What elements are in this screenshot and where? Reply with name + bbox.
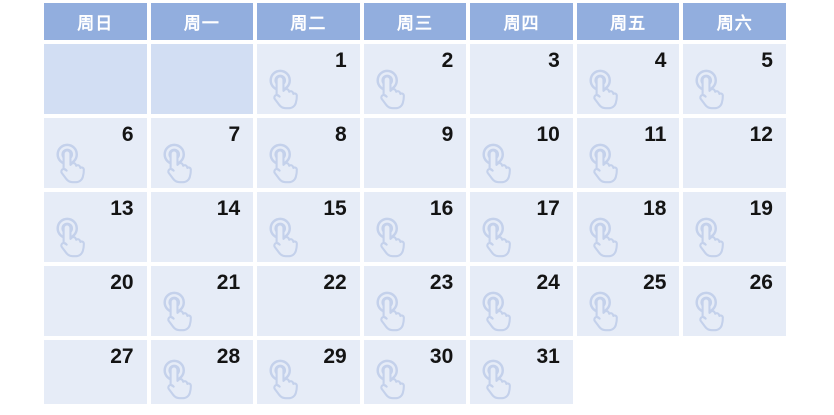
- tap-hand-icon: [51, 216, 93, 262]
- day-number: 6: [121, 123, 134, 146]
- day-number: 30: [429, 345, 454, 368]
- day-cell-6[interactable]: 6: [44, 118, 147, 188]
- tap-hand-icon: [371, 358, 413, 404]
- weekday-header-mon: 周一: [150, 3, 254, 40]
- tap-hand-icon: [584, 68, 626, 114]
- day-cell-25[interactable]: 25: [576, 266, 680, 336]
- tap-hand-icon: [264, 358, 306, 404]
- weekday-header-sat: 周六: [683, 3, 786, 40]
- day-number: 2: [441, 49, 454, 72]
- absent-cell: [683, 340, 786, 404]
- day-number: 20: [110, 271, 134, 294]
- day-cell-28[interactable]: 28: [150, 340, 254, 404]
- tap-hand-icon: [371, 68, 413, 114]
- tap-hand-icon: [477, 216, 519, 262]
- day-cell-13[interactable]: 13: [44, 192, 147, 262]
- day-cell-21[interactable]: 21: [150, 266, 254, 336]
- day-cell-30[interactable]: 30: [363, 340, 467, 404]
- tap-hand-icon: [371, 216, 413, 262]
- day-cell-5[interactable]: 5: [683, 44, 786, 114]
- absent-cell: [577, 340, 680, 404]
- tap-hand-icon: [51, 142, 93, 188]
- day-cell-24[interactable]: 24: [470, 266, 573, 336]
- weekday-header-thu: 周四: [470, 3, 573, 40]
- day-number: 23: [429, 271, 454, 294]
- day-cell-17[interactable]: 17: [470, 192, 573, 262]
- tap-hand-icon: [690, 216, 732, 262]
- day-cell-9[interactable]: 9: [363, 118, 467, 188]
- tap-hand-icon: [264, 68, 306, 114]
- day-number: 29: [323, 345, 347, 368]
- day-cell-10[interactable]: 10: [470, 118, 573, 188]
- day-cell-12[interactable]: 12: [683, 118, 786, 188]
- day-cell-2[interactable]: 2: [363, 44, 467, 114]
- day-cell-26[interactable]: 26: [683, 266, 786, 336]
- tap-hand-icon: [264, 142, 306, 188]
- day-number: 25: [643, 271, 667, 294]
- day-number: 11: [644, 123, 667, 146]
- day-cell-23[interactable]: 23: [363, 266, 467, 336]
- tap-hand-icon: [477, 358, 519, 404]
- day-cell-20[interactable]: 20: [44, 266, 147, 336]
- tap-hand-icon: [690, 290, 732, 336]
- day-number: 10: [536, 123, 560, 146]
- day-number: 28: [216, 345, 241, 368]
- day-cell-3[interactable]: 3: [470, 44, 573, 114]
- weekday-header-sun: 周日: [44, 3, 147, 40]
- day-number: 5: [761, 49, 773, 72]
- tap-hand-icon: [264, 216, 306, 262]
- day-number: 18: [643, 197, 667, 220]
- empty-cell: [44, 44, 147, 114]
- tap-hand-icon: [371, 290, 413, 336]
- day-number: 22: [323, 271, 347, 294]
- tap-hand-icon: [584, 216, 626, 262]
- day-number: 21: [216, 271, 241, 294]
- day-number: 27: [110, 345, 134, 368]
- day-cell-8[interactable]: 8: [257, 118, 360, 188]
- empty-cell: [150, 44, 254, 114]
- day-number: 1: [335, 49, 347, 72]
- tap-hand-icon: [158, 290, 200, 336]
- day-number: 19: [749, 197, 773, 220]
- day-cell-15[interactable]: 15: [257, 192, 360, 262]
- day-cell-4[interactable]: 4: [576, 44, 680, 114]
- weekday-header-wed: 周三: [363, 3, 467, 40]
- calendar-grid: 周日 周一 周二 周三 周四 周五 周六 1 2 3 4 5 6 7 8 9 10 11 12 13 14…: [44, 3, 786, 404]
- day-number: 9: [441, 123, 454, 146]
- day-number: 14: [216, 197, 241, 220]
- day-number: 15: [323, 197, 347, 220]
- weekday-header-fri: 周五: [576, 3, 680, 40]
- day-cell-1[interactable]: 1: [257, 44, 360, 114]
- day-number: 3: [548, 49, 560, 72]
- day-number: 8: [335, 123, 347, 146]
- day-cell-11[interactable]: 11: [576, 118, 680, 188]
- day-cell-7[interactable]: 7: [150, 118, 254, 188]
- day-cell-16[interactable]: 16: [363, 192, 467, 262]
- day-cell-19[interactable]: 19: [683, 192, 786, 262]
- tap-hand-icon: [584, 290, 626, 336]
- tap-hand-icon: [477, 142, 519, 188]
- day-cell-29[interactable]: 29: [257, 340, 360, 404]
- day-number: 24: [536, 271, 560, 294]
- day-number: 12: [749, 123, 773, 146]
- day-number: 7: [228, 123, 241, 146]
- tap-hand-icon: [158, 358, 200, 404]
- day-cell-18[interactable]: 18: [576, 192, 680, 262]
- day-cell-27[interactable]: 27: [44, 340, 147, 404]
- day-cell-22[interactable]: 22: [257, 266, 360, 336]
- tap-hand-icon: [158, 142, 200, 188]
- tap-hand-icon: [584, 142, 626, 188]
- tap-hand-icon: [477, 290, 519, 336]
- day-cell-31[interactable]: 31: [470, 340, 573, 404]
- day-number: 31: [536, 345, 560, 368]
- day-number: 4: [654, 49, 667, 72]
- day-number: 16: [429, 197, 454, 220]
- weekday-header-tue: 周二: [257, 3, 360, 40]
- day-number: 13: [110, 197, 134, 220]
- tap-hand-icon: [690, 68, 732, 114]
- day-cell-14[interactable]: 14: [150, 192, 254, 262]
- day-number: 17: [536, 197, 560, 220]
- day-number: 26: [749, 271, 773, 294]
